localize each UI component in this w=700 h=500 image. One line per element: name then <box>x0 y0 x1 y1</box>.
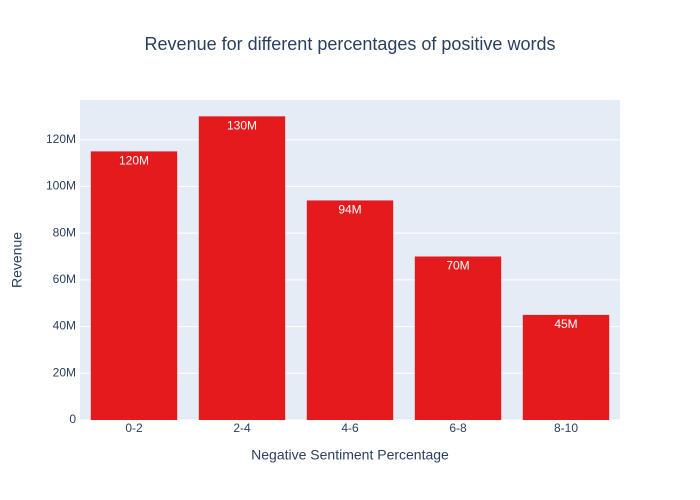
chart-title: Revenue for different percentages of pos… <box>145 34 556 54</box>
y-tick-label: 60M <box>53 272 76 286</box>
y-tick-label: 20M <box>53 365 76 379</box>
y-tick-label: 40M <box>53 319 76 333</box>
y-tick-label: 0 <box>69 412 76 426</box>
y-tick-label: 120M <box>46 132 76 146</box>
data-label: 130M <box>227 119 257 133</box>
y-tick-label: 80M <box>53 225 76 239</box>
data-label: 120M <box>119 154 149 168</box>
bar <box>306 200 394 420</box>
x-tick-label: 8-10 <box>554 421 578 435</box>
x-tick-label: 4-6 <box>341 421 359 435</box>
data-label: 45M <box>554 317 577 331</box>
y-tick-label: 100M <box>46 179 76 193</box>
x-tick-label: 6-8 <box>449 421 467 435</box>
bar <box>522 314 610 420</box>
data-label: 94M <box>338 203 361 217</box>
data-label: 70M <box>446 259 469 273</box>
y-axis-title: Revenue <box>9 232 25 288</box>
bar <box>198 116 286 420</box>
x-axis-title: Negative Sentiment Percentage <box>251 447 449 463</box>
x-tick-label: 0-2 <box>125 421 143 435</box>
bar <box>414 256 502 420</box>
bar <box>90 151 178 421</box>
x-tick-label: 2-4 <box>233 421 251 435</box>
